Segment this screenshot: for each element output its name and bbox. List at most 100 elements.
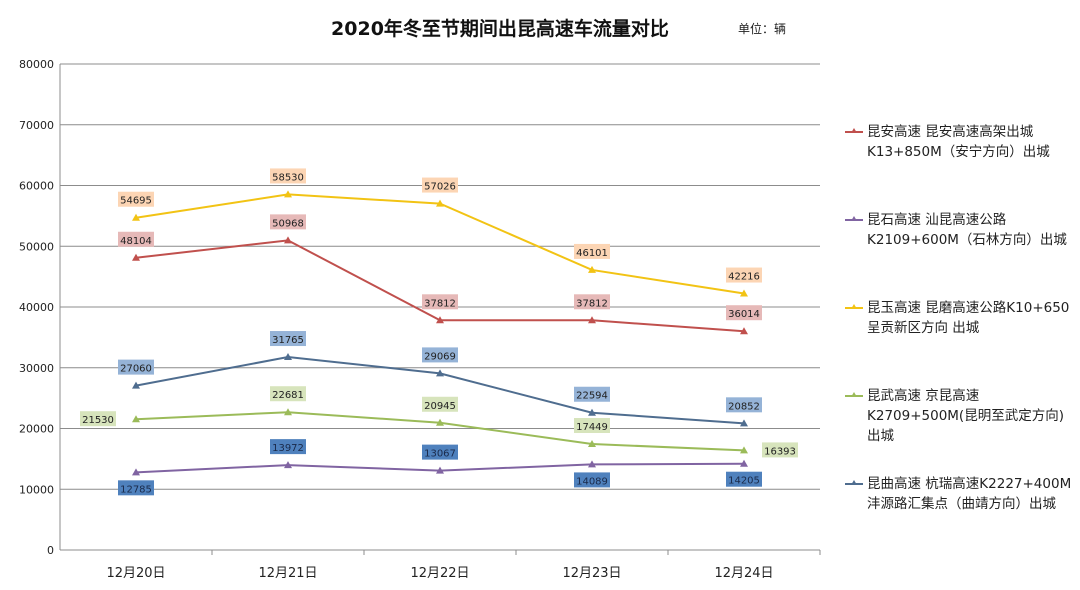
data-point <box>132 213 140 221</box>
data-label: 22594 <box>576 391 608 402</box>
data-label: 36014 <box>728 309 760 320</box>
unit-label: 单位：辆 <box>738 22 787 36</box>
y-tick-label: 50000 <box>19 240 54 253</box>
data-label: 29069 <box>424 351 456 362</box>
data-point <box>740 419 748 427</box>
data-point <box>588 439 596 447</box>
data-label-bg <box>574 294 610 310</box>
data-point <box>284 461 292 469</box>
data-label: 58530 <box>272 172 304 183</box>
legend-label: 昆武高速 京昆高速K2709+500M(昆明至武定方向) 出城 <box>867 388 1064 444</box>
data-label-bg <box>270 214 306 230</box>
y-tick-label: 20000 <box>19 423 54 436</box>
legend-item: 昆武高速 京昆高速K2709+500M(昆明至武定方向) 出城 <box>845 386 1075 474</box>
legend-marker-icon <box>845 216 863 221</box>
y-tick-label: 10000 <box>19 483 54 496</box>
legend-marker-icon <box>845 480 863 485</box>
data-label: 57026 <box>424 182 456 193</box>
legend-item: 昆曲高速 杭瑞高速K2227+400M沣源路汇集点（曲靖方向）出城 <box>845 474 1075 562</box>
y-tick-label: 40000 <box>19 301 54 314</box>
data-point <box>436 369 444 377</box>
data-label: 20852 <box>728 401 760 412</box>
data-label: 12785 <box>120 484 152 495</box>
data-label: 37812 <box>576 298 608 309</box>
data-label-bg <box>270 168 306 184</box>
data-point <box>132 468 140 476</box>
data-label: 54695 <box>120 196 152 207</box>
data-label-bg <box>270 439 306 455</box>
data-label-bg <box>726 267 762 283</box>
data-label: 13067 <box>424 449 456 460</box>
data-point <box>284 190 292 198</box>
data-point <box>588 316 596 324</box>
data-label-bg <box>118 191 154 207</box>
data-point <box>132 415 140 423</box>
y-tick-label: 60000 <box>19 180 54 193</box>
data-label: 16393 <box>764 446 796 457</box>
legend-item: 昆石高速 汕昆高速公路K2109+600M（石林方向）出城 <box>845 210 1075 298</box>
x-tick-label: 12月24日 <box>714 566 773 581</box>
data-label-bg <box>574 472 610 488</box>
y-tick-label: 0 <box>47 544 54 557</box>
data-point <box>132 253 140 261</box>
data-label: 14205 <box>728 476 760 487</box>
x-tick-label: 12月21日 <box>258 566 317 581</box>
data-label: 14089 <box>576 476 608 487</box>
data-label: 27060 <box>120 364 152 375</box>
series-line <box>135 356 745 425</box>
data-label-bg <box>726 397 762 413</box>
data-label-bg <box>422 347 458 363</box>
data-label-bg <box>118 231 154 247</box>
data-label-bg <box>422 444 458 460</box>
data-label-bg <box>270 331 306 347</box>
data-point <box>740 289 748 297</box>
legend-marker-icon <box>845 304 863 309</box>
y-tick-label: 70000 <box>19 119 54 132</box>
data-label-bg <box>270 386 306 402</box>
data-point <box>740 459 748 467</box>
x-tick-label: 12月20日 <box>106 566 165 581</box>
data-label-bg <box>118 480 154 496</box>
x-tick-label: 12月22日 <box>410 566 469 581</box>
data-label: 22681 <box>272 390 304 401</box>
data-point <box>436 199 444 207</box>
chart-title: 2020年冬至节期间出昆高速车流量对比 <box>331 18 669 40</box>
data-point <box>588 408 596 416</box>
data-point <box>588 460 596 468</box>
data-label: 48104 <box>120 236 152 247</box>
data-label: 37812 <box>424 298 456 309</box>
data-point <box>436 418 444 426</box>
data-label-bg <box>80 411 116 427</box>
data-point <box>740 327 748 335</box>
data-label: 46101 <box>576 248 608 259</box>
legend-marker-icon <box>845 128 863 133</box>
data-label: 50968 <box>272 218 304 229</box>
data-label-bg <box>118 359 154 375</box>
data-point <box>132 381 140 389</box>
y-tick-label: 80000 <box>19 58 54 71</box>
data-label: 17449 <box>576 422 608 433</box>
data-point <box>284 236 292 244</box>
data-label: 31765 <box>272 335 304 346</box>
data-label-bg <box>762 442 798 458</box>
y-tick-label: 30000 <box>19 362 54 375</box>
data-label-bg <box>574 386 610 402</box>
data-point <box>588 265 596 273</box>
data-label-bg <box>574 417 610 433</box>
legend-label: 昆石高速 汕昆高速公路K2109+600M（石林方向）出城 <box>867 212 1067 248</box>
data-label: 21530 <box>82 415 114 426</box>
legend: 昆安高速 昆安高速高架出城K13+850M（安宁方向）出城 昆石高速 汕昆高速公… <box>845 122 1075 562</box>
data-label-bg <box>422 294 458 310</box>
legend-label: 昆曲高速 杭瑞高速K2227+400M沣源路汇集点（曲靖方向）出城 <box>867 476 1072 512</box>
data-point <box>284 408 292 416</box>
x-tick-label: 12月23日 <box>562 566 621 581</box>
legend-marker-icon <box>845 392 863 397</box>
legend-item: 昆安高速 昆安高速高架出城K13+850M（安宁方向）出城 <box>845 122 1075 210</box>
data-label-bg <box>574 243 610 259</box>
data-point <box>740 446 748 454</box>
data-label-bg <box>726 471 762 487</box>
data-label-bg <box>422 177 458 193</box>
legend-label: 昆玉高速 昆磨高速公路K10+650呈贡新区方向 出城 <box>867 300 1070 336</box>
data-point <box>284 353 292 361</box>
